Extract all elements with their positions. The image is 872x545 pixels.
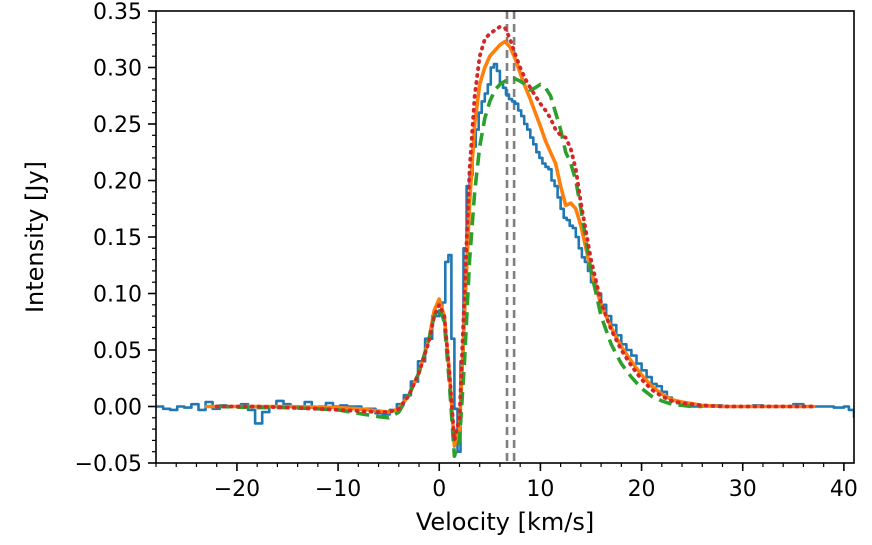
y-tick-label: 0.00: [93, 396, 142, 421]
x-axis-title: Velocity [km/s]: [416, 508, 594, 536]
plot-frame: [155, 10, 855, 464]
y-tick-label: 0.20: [93, 170, 142, 195]
series-layer: [156, 24, 854, 458]
x-tick-label: 10: [526, 477, 554, 502]
x-tick-label: 40: [830, 477, 858, 502]
y-tick-label: 0.35: [93, 0, 142, 25]
y-tick-label: 0.30: [93, 57, 142, 82]
y-tick-label: 0.15: [93, 226, 142, 251]
x-axis-ticks: −20 −10 0 10 20 30 40: [155, 463, 858, 502]
reference-lines: [505, 11, 516, 463]
x-tick-label: −10: [315, 477, 361, 502]
y-tick-label: −0.05: [75, 452, 142, 477]
series-line-2: [204, 39, 816, 448]
y-axis-title: Intensity [Jy]: [21, 161, 49, 313]
y-tick-label: 0.10: [93, 283, 142, 308]
x-tick-label: 0: [432, 477, 446, 502]
series-line-1: [156, 62, 854, 453]
y-axis-ticks: −0.05 0.00 0.05 0.10 0.15 0.20 0.25 0.30 0.35: [75, 0, 156, 477]
x-tick-label: 20: [628, 477, 656, 502]
series-line-4: [214, 24, 816, 443]
x-tick-label: 30: [729, 477, 757, 502]
x-tick-label: −20: [214, 477, 260, 502]
y-tick-label: 0.25: [93, 113, 142, 138]
y-tick-label: 0.05: [93, 339, 142, 364]
